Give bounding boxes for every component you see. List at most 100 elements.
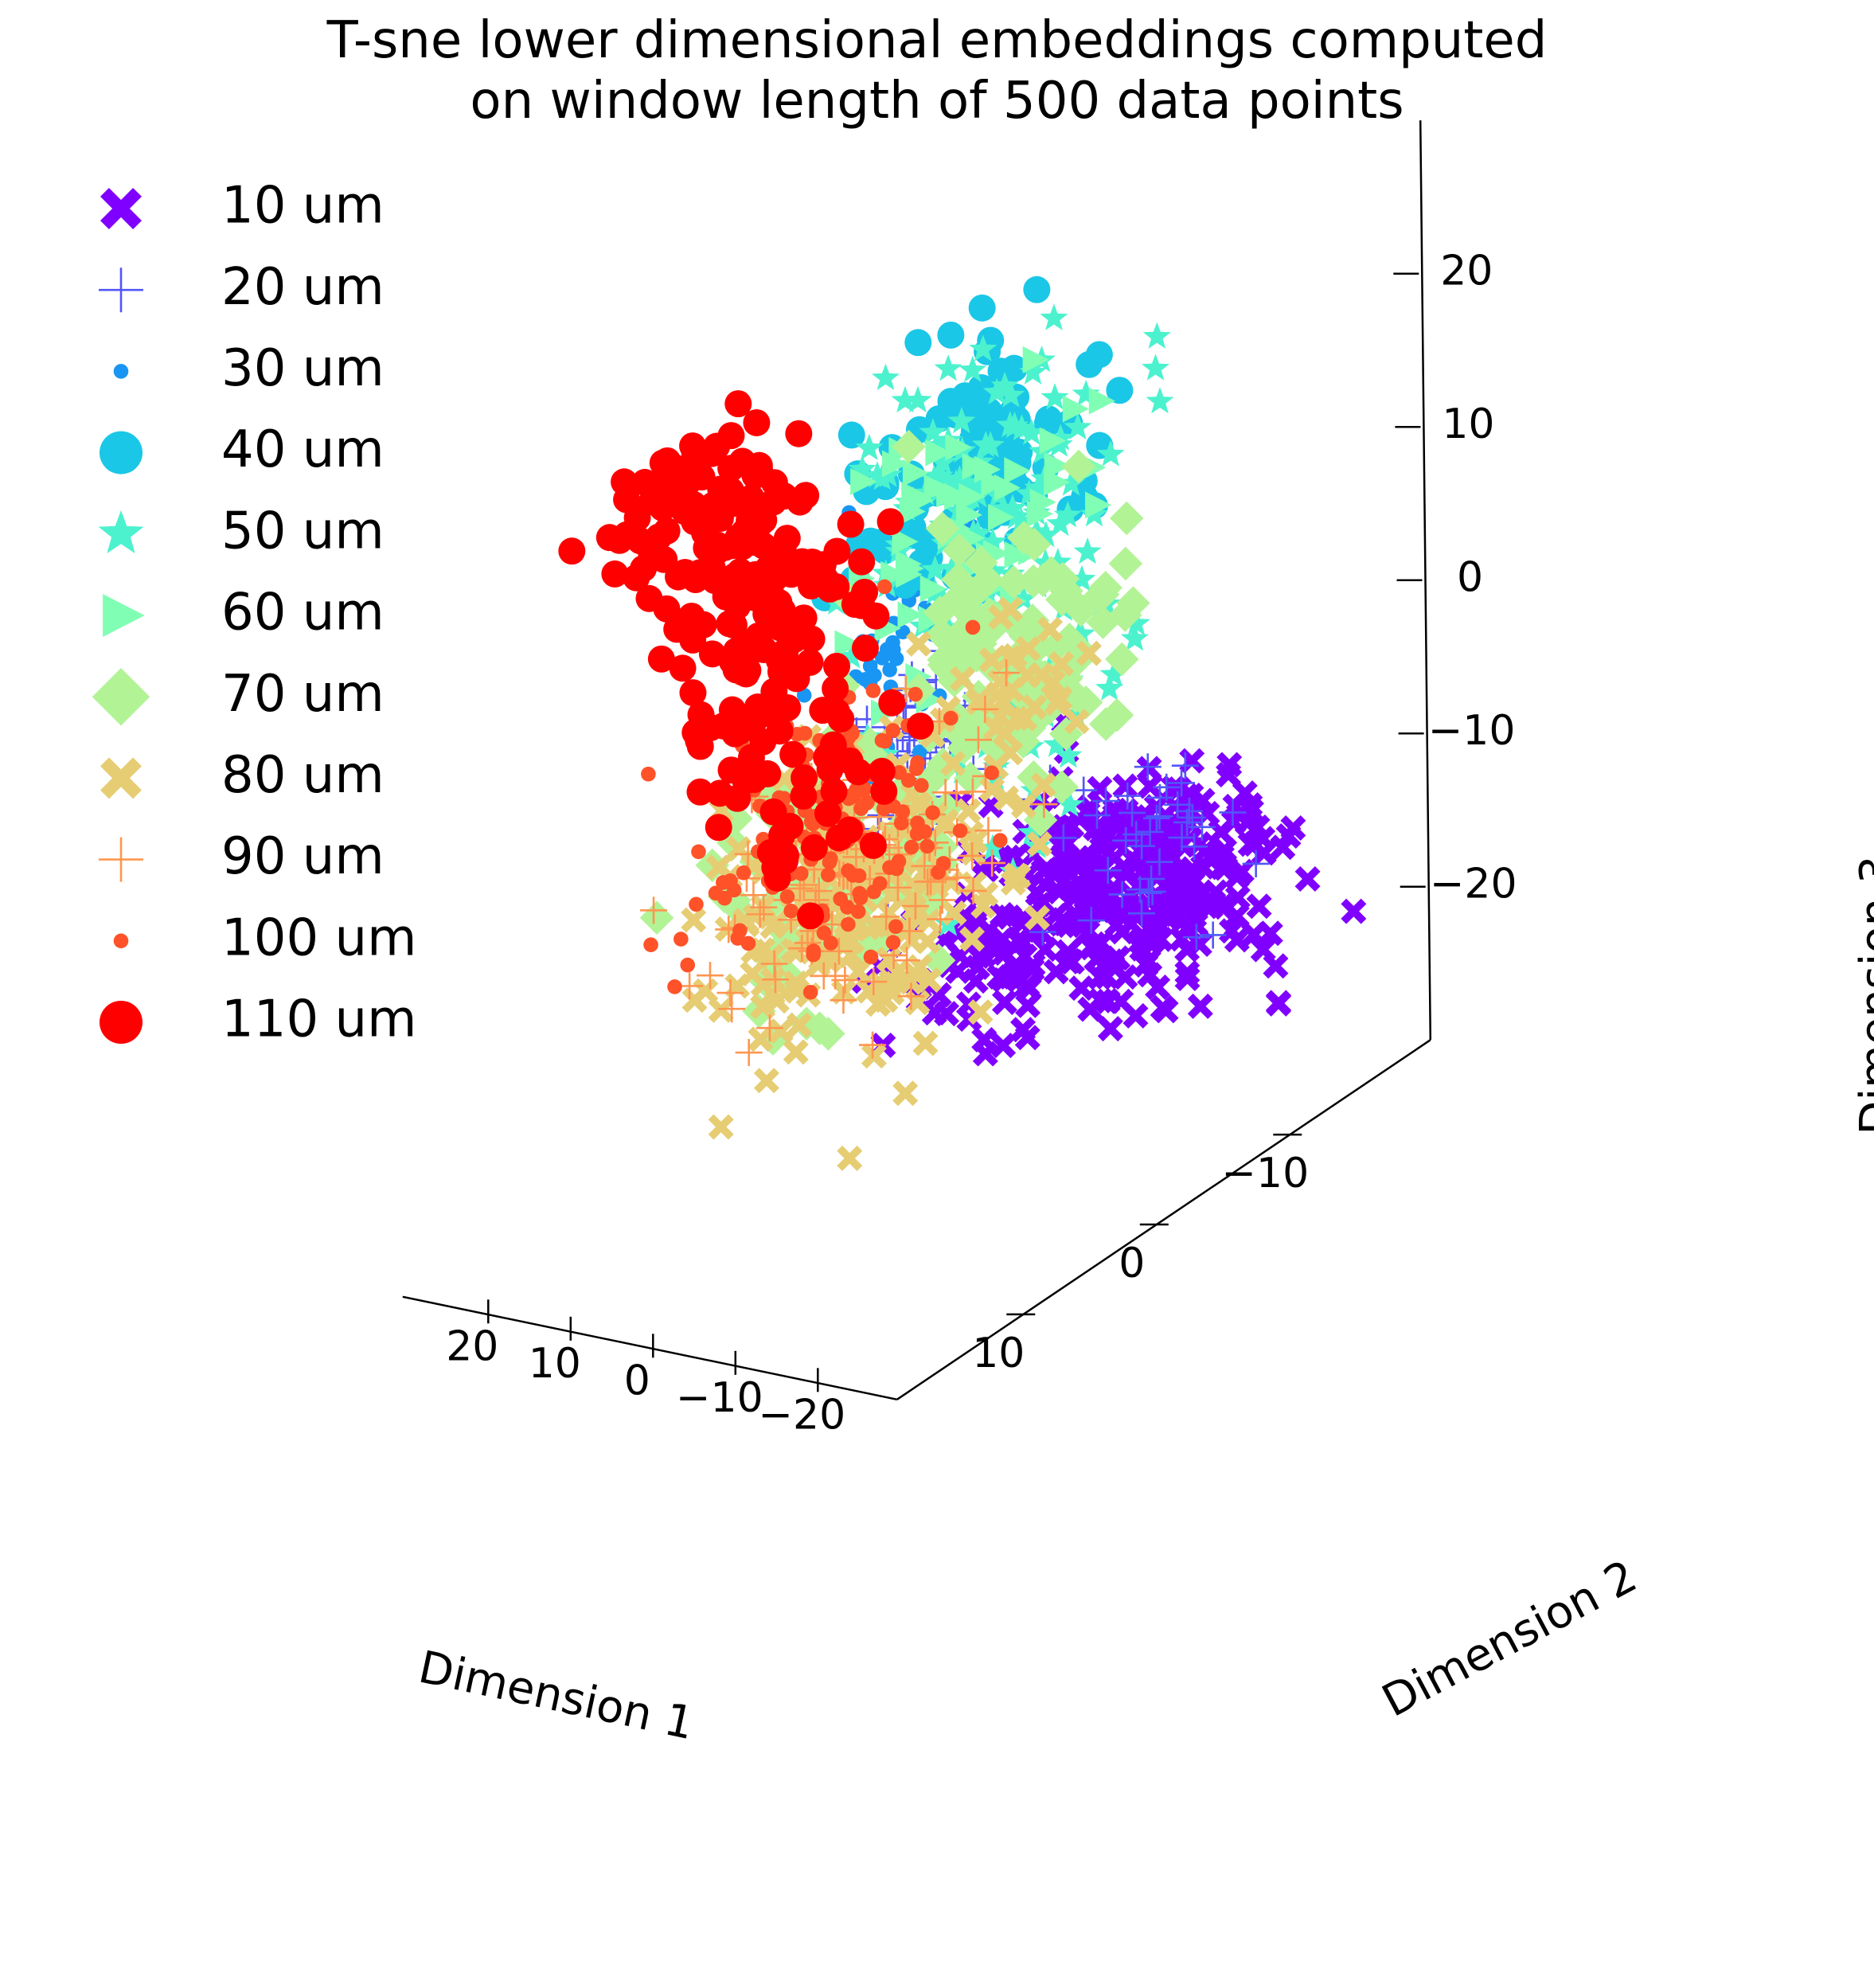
data-point — [1187, 993, 1213, 1019]
data-point — [974, 817, 1002, 845]
data-point — [1168, 824, 1196, 852]
data-point — [1056, 790, 1084, 817]
data-point — [1053, 501, 1082, 528]
data-point — [1128, 832, 1156, 860]
data-point — [910, 815, 925, 830]
x-axis-title: Dimension 1 — [414, 1642, 698, 1751]
legend-marker — [113, 364, 129, 379]
data-point — [697, 534, 725, 562]
data-point — [778, 554, 806, 582]
data-point — [952, 823, 968, 838]
x-axis-tick-label: 0 — [624, 1357, 650, 1404]
data-point — [904, 839, 919, 855]
data-point — [892, 429, 926, 464]
data-point — [1004, 541, 1031, 568]
data-point — [749, 728, 777, 756]
data-point — [689, 896, 704, 912]
data-point — [750, 893, 778, 921]
data-point — [912, 1030, 939, 1056]
y-axis-line — [896, 1039, 1431, 1400]
data-point — [1068, 975, 1095, 1002]
data-point — [860, 795, 875, 810]
data-point — [925, 511, 960, 546]
data-point — [978, 834, 1007, 861]
data-point — [970, 893, 997, 920]
data-point — [1122, 609, 1150, 636]
data-point — [958, 778, 986, 806]
data-point — [931, 865, 946, 880]
data-point — [1138, 865, 1165, 892]
data-point — [1068, 564, 1096, 592]
data-point — [1099, 884, 1126, 910]
data-point — [724, 973, 751, 999]
data-point — [870, 777, 898, 805]
z-axis-line — [1419, 120, 1432, 1041]
data-point — [876, 579, 892, 595]
data-point — [907, 713, 935, 740]
data-point — [1017, 818, 1046, 846]
data-point — [1194, 800, 1220, 826]
data-point — [943, 710, 958, 726]
data-point — [716, 979, 744, 1007]
data-point — [1263, 953, 1289, 979]
data-point — [686, 778, 714, 806]
data-point — [951, 382, 979, 410]
data-point — [1004, 457, 1031, 485]
data-point — [950, 666, 976, 692]
data-point — [724, 390, 752, 418]
data-point — [1007, 414, 1036, 441]
data-point — [707, 475, 735, 503]
data-point — [862, 658, 878, 674]
legend-item: 100 um — [113, 908, 416, 967]
y-axis-tick-label: 0 — [1119, 1240, 1145, 1287]
data-point — [841, 916, 856, 932]
legend-label: 50 um — [221, 502, 385, 560]
data-point — [679, 679, 707, 707]
data-point — [1188, 813, 1216, 841]
legend-item: 80 um — [100, 746, 385, 805]
data-point — [1294, 865, 1321, 892]
data-point — [768, 822, 796, 849]
data-point — [820, 867, 836, 883]
data-point — [816, 756, 844, 783]
data-point — [892, 1080, 919, 1107]
data-point — [971, 695, 999, 723]
data-point — [1119, 799, 1146, 826]
data-point — [882, 662, 897, 678]
data-point — [754, 760, 782, 787]
data-point — [888, 861, 904, 877]
data-point — [1017, 527, 1052, 562]
data-point — [693, 978, 719, 1004]
data-point — [873, 876, 888, 891]
data-point — [970, 563, 1005, 598]
data-point — [900, 772, 916, 788]
data-point — [669, 654, 697, 682]
data-point — [1136, 818, 1164, 846]
data-point — [1275, 822, 1302, 849]
data-point — [1010, 793, 1037, 819]
data-point — [606, 526, 634, 554]
data-point — [921, 943, 956, 978]
data-point — [1075, 859, 1101, 885]
data-point — [1129, 935, 1155, 962]
data-point — [850, 467, 877, 495]
data-point — [921, 555, 949, 582]
data-point — [940, 751, 966, 777]
x-axis-tick-label: −20 — [758, 1391, 845, 1439]
data-point — [837, 421, 865, 449]
data-point — [822, 674, 849, 702]
data-point — [1023, 275, 1051, 303]
data-point — [1068, 685, 1103, 720]
data-point — [822, 652, 850, 680]
data-point — [780, 937, 806, 963]
data-point — [735, 1039, 763, 1067]
legend-marker — [100, 431, 143, 475]
data-point — [1138, 877, 1166, 905]
data-point — [783, 904, 798, 919]
data-point — [1112, 856, 1138, 882]
chart-title-line-1: T-sne lower dimensional embeddings compu… — [326, 11, 1548, 70]
data-point — [934, 354, 962, 381]
x-axis-tick-label: 10 — [529, 1340, 581, 1388]
data-point — [1159, 876, 1185, 902]
data-point — [1044, 548, 1072, 575]
